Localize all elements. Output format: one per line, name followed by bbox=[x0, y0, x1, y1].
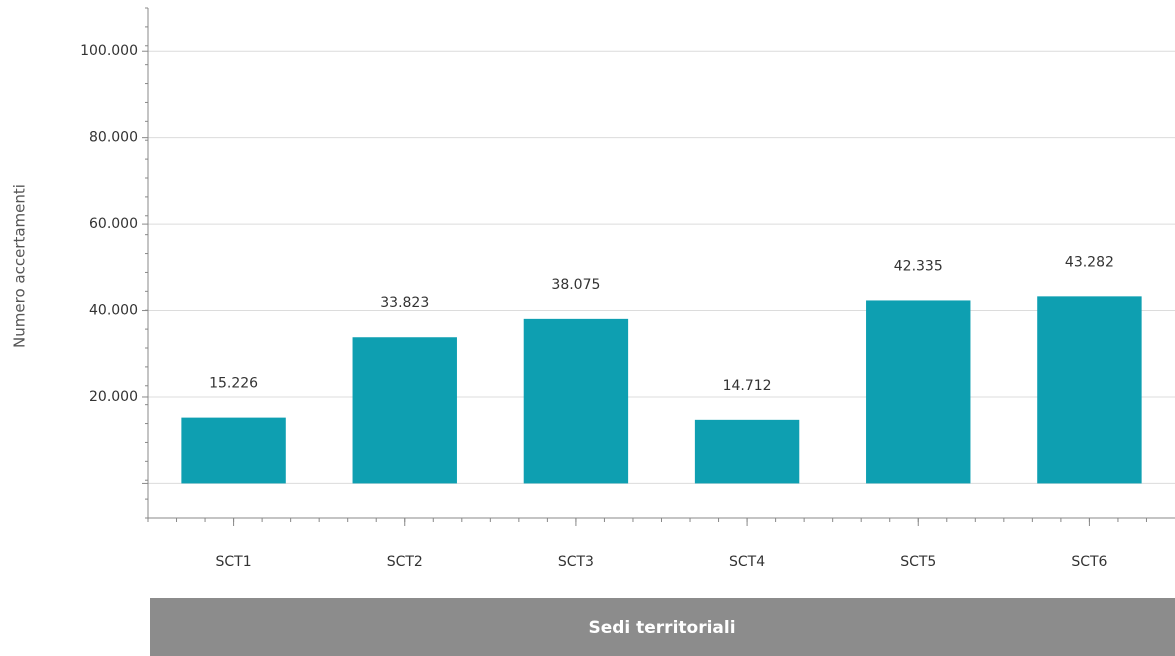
bar bbox=[1037, 296, 1142, 484]
x-tick-label: SCT2 bbox=[387, 554, 423, 570]
value-label: 14.712 bbox=[723, 378, 772, 394]
bar bbox=[866, 300, 971, 484]
y-tick-label: 60.000 bbox=[89, 216, 138, 232]
bar bbox=[352, 337, 457, 484]
y-tick-label: 100.000 bbox=[80, 43, 138, 59]
x-axis-banner bbox=[150, 598, 1175, 656]
bar bbox=[181, 417, 286, 484]
x-tick-label: SCT1 bbox=[216, 554, 252, 570]
bar bbox=[523, 318, 629, 484]
value-label: 42.335 bbox=[894, 258, 943, 274]
y-tick-label: 80.000 bbox=[89, 130, 138, 146]
value-label: 38.075 bbox=[551, 277, 600, 293]
x-tick-label: SCT4 bbox=[729, 554, 765, 570]
value-label: 43.282 bbox=[1065, 254, 1114, 270]
value-label: 15.226 bbox=[209, 376, 258, 392]
x-tick-label: SCT6 bbox=[1071, 554, 1107, 570]
x-tick-label: SCT5 bbox=[900, 554, 936, 570]
bar bbox=[694, 419, 800, 484]
x-axis-title: Sedi territoriali bbox=[588, 618, 735, 638]
y-tick-label: 40.000 bbox=[89, 303, 138, 319]
x-tick-label: SCT3 bbox=[558, 554, 594, 570]
y-axis-title: Numero accertamenti bbox=[11, 184, 29, 348]
y-tick-label: 20.000 bbox=[89, 389, 138, 405]
value-label: 33.823 bbox=[380, 295, 429, 311]
